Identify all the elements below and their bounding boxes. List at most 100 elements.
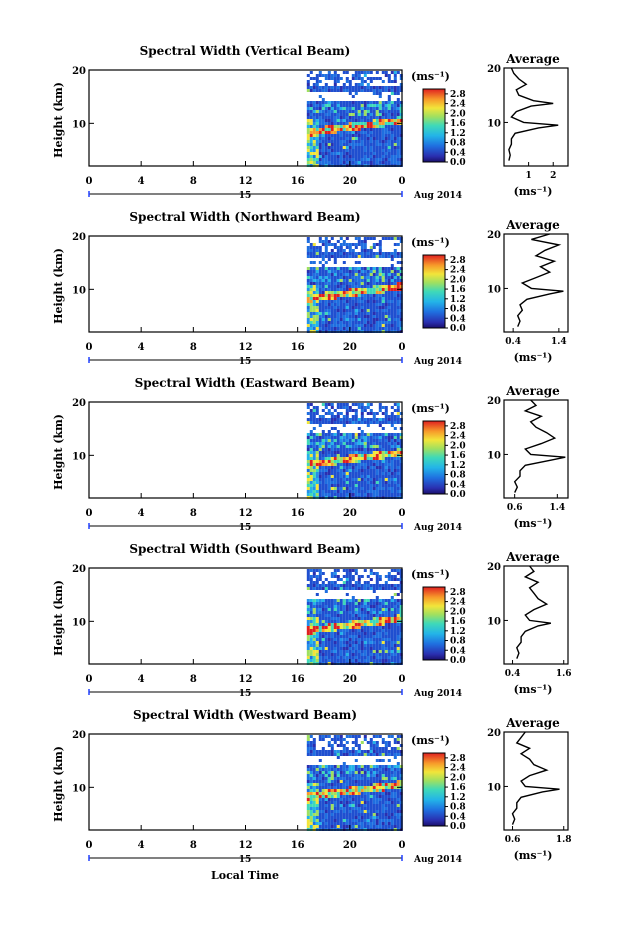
heatmap-cell (387, 463, 391, 466)
heatmap-cell (309, 469, 313, 472)
heatmap-cell (360, 463, 364, 466)
heatmap-cell (315, 578, 319, 581)
heatmap-cell (354, 813, 358, 816)
heatmap-cell (378, 107, 382, 110)
heatmap-cell (318, 143, 322, 146)
heatmap-cell (333, 487, 337, 490)
heatmap-cell (372, 801, 376, 804)
heatmap-cell (366, 270, 370, 273)
heatmap-cell (342, 161, 346, 164)
heatmap-cell (330, 792, 334, 795)
heatmap-cell (375, 771, 379, 774)
heatmap-cell (351, 575, 355, 578)
heatmap-cell (360, 605, 364, 608)
heatmap-cell (342, 614, 346, 617)
heatmap-cell (321, 439, 325, 442)
date-label: Aug 2014 (413, 855, 462, 865)
heatmap-cell (318, 735, 322, 738)
heatmap-cell (366, 741, 370, 744)
heatmap-cell (387, 252, 391, 255)
heatmap-cell (318, 819, 322, 822)
heatmap-cell (396, 445, 400, 448)
heatmap-cell (396, 795, 400, 798)
heatmap-cell (390, 620, 394, 623)
heatmap-cell (378, 270, 382, 273)
heatmap-cell (327, 792, 331, 795)
heatmap-cell (378, 587, 382, 590)
heatmap-cell (396, 593, 400, 596)
x-tick-label: 0 (399, 176, 406, 187)
heatmap-cell (381, 119, 385, 122)
heatmap-cell (318, 587, 322, 590)
heatmap-cell (306, 403, 310, 406)
heatmap-cell (345, 487, 349, 490)
colorbar-tick-label: 1.2 (450, 793, 466, 803)
heatmap-cell (306, 813, 310, 816)
heatmap-cell (342, 116, 346, 119)
heatmap-cell (390, 466, 394, 469)
heatmap-cell (315, 267, 319, 270)
heatmap-cell (384, 442, 388, 445)
heatmap-cell (396, 469, 400, 472)
heatmap-cell (387, 810, 391, 813)
heatmap-cell (369, 641, 373, 644)
heatmap-cell (360, 270, 364, 273)
heatmap-cell (345, 765, 349, 768)
heatmap-cell (342, 632, 346, 635)
heatmap-cell (396, 659, 400, 662)
heatmap-cell (315, 273, 319, 276)
heatmap-cell (306, 765, 310, 768)
heatmap-cell (351, 243, 355, 246)
heatmap-cell (306, 620, 310, 623)
heatmap-cell (345, 101, 349, 104)
heatmap-cell (345, 418, 349, 421)
heatmap-cell (309, 587, 313, 590)
heatmap-cell (336, 659, 340, 662)
heatmap-cell (351, 297, 355, 300)
heatmap-cell (390, 750, 394, 753)
heatmap-cell (372, 484, 376, 487)
heatmap-cell (342, 762, 346, 765)
heatmap-cell (381, 436, 385, 439)
heatmap-cell (348, 300, 352, 303)
heatmap-cell (393, 786, 397, 789)
heatmap-cell (381, 472, 385, 475)
heatmap-cell (339, 309, 343, 312)
heatmap-cell (309, 436, 313, 439)
heatmap-cell (324, 315, 328, 318)
heatmap-cell (375, 750, 379, 753)
colorbar-unit-label: (ms⁻¹) (411, 70, 450, 83)
heatmap-cell (330, 780, 334, 783)
heatmap-cell (387, 572, 391, 575)
heatmap-cell (387, 137, 391, 140)
heatmap-cell (378, 285, 382, 288)
heatmap-cell (360, 457, 364, 460)
heatmap-cell (327, 74, 331, 77)
heatmap-cell (369, 143, 373, 146)
heatmap-cell (378, 409, 382, 412)
heatmap-cell (318, 481, 322, 484)
heatmap-cell (360, 783, 364, 786)
heatmap-cell (396, 478, 400, 481)
heatmap-cell (390, 421, 394, 424)
heatmap-cell (354, 77, 358, 80)
heatmap-cell (321, 783, 325, 786)
heatmap-cell (384, 321, 388, 324)
heatmap-cell (312, 297, 316, 300)
heatmap-cell (324, 659, 328, 662)
x-tick-label: 8 (190, 674, 197, 685)
heatmap-cell (390, 813, 394, 816)
heatmap-cell (384, 143, 388, 146)
heatmap-cell (330, 318, 334, 321)
heatmap-cell (360, 768, 364, 771)
heatmap-cell (351, 602, 355, 605)
heatmap-cell (336, 415, 340, 418)
heatmap-cell (321, 632, 325, 635)
heatmap-cell (330, 291, 334, 294)
heatmap-cell (339, 300, 343, 303)
heatmap-cell (399, 457, 403, 460)
heatmap-cell (336, 119, 340, 122)
heatmap-cell (372, 641, 376, 644)
heatmap-cell (336, 312, 340, 315)
heatmap-cell (324, 454, 328, 457)
